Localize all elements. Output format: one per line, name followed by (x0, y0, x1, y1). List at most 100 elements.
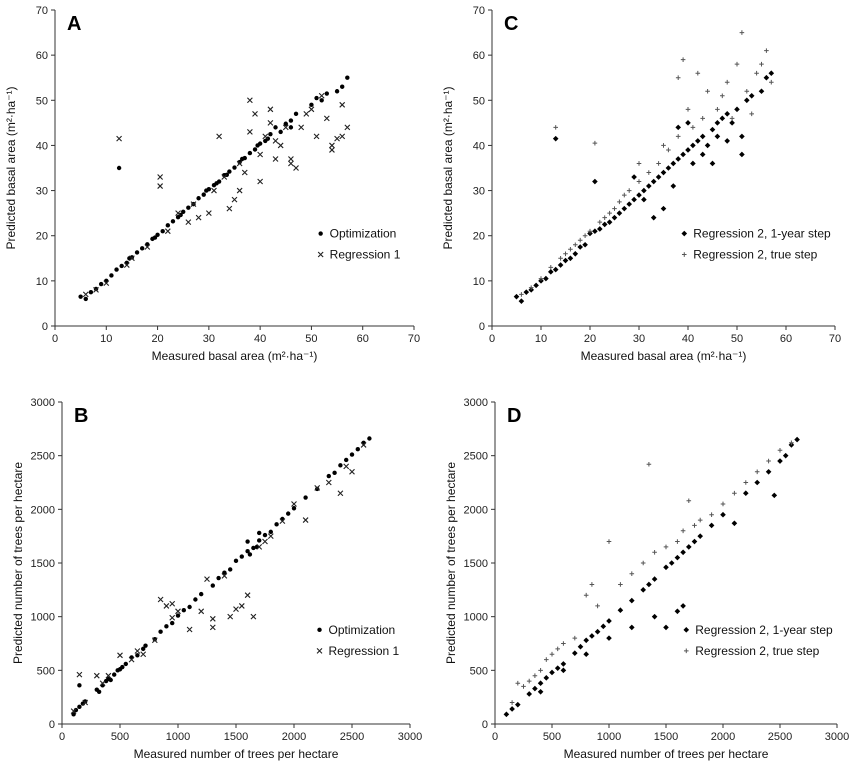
data-point (96, 689, 102, 694)
series-regression-2-true-step (519, 30, 774, 297)
legend-label: Regression 2, 1-year step (695, 623, 833, 637)
data-point (766, 458, 771, 464)
y-axis-title: Predicted number of trees per hectare (444, 462, 458, 664)
data-point (563, 251, 568, 257)
data-point (562, 257, 569, 264)
data-point (190, 201, 197, 208)
data-point (252, 147, 258, 152)
data-point (709, 512, 714, 517)
data-point (201, 192, 206, 197)
data-point (326, 473, 331, 479)
data-point (157, 183, 164, 189)
x-tick-label: 500 (543, 731, 561, 743)
y-tick-label: 3000 (31, 397, 55, 409)
data-point (612, 206, 617, 211)
y-tick-label: 2500 (31, 451, 55, 463)
data-point (93, 286, 99, 292)
data-point (247, 150, 253, 156)
data-point (543, 675, 550, 681)
data-point (279, 518, 286, 525)
legend-label: Regression 2, 1-year step (693, 227, 831, 241)
y-tick-label: 20 (36, 231, 48, 243)
data-point (272, 138, 279, 144)
data-point (748, 92, 755, 99)
data-point (700, 116, 705, 121)
data-point (665, 165, 672, 171)
series-optimization (78, 75, 350, 302)
data-point (549, 669, 555, 676)
data-point (216, 133, 223, 140)
data-point (558, 255, 563, 261)
data-point (715, 107, 720, 112)
data-point (720, 93, 725, 99)
data-point (606, 219, 613, 225)
data-point (572, 250, 579, 257)
data-point (668, 560, 675, 566)
data-point (515, 680, 521, 686)
data-point (690, 142, 696, 149)
data-point (660, 169, 667, 176)
data-point (187, 604, 192, 610)
data-point (759, 61, 764, 67)
x-tick-label: 60 (780, 333, 792, 345)
data-point (758, 88, 765, 95)
data-point (129, 255, 135, 262)
data-point (553, 125, 558, 130)
data-point (231, 196, 238, 203)
data-point (670, 183, 677, 189)
data-point (695, 138, 701, 144)
x-tick-label: 0 (52, 333, 58, 345)
data-point (175, 210, 181, 217)
data-point (680, 57, 686, 62)
data-point (291, 501, 297, 507)
data-point (109, 273, 114, 278)
data-point (646, 183, 652, 189)
data-point (777, 458, 783, 464)
data-point (641, 187, 647, 194)
legend-label: Regression 1 (330, 248, 401, 262)
data-point (256, 544, 263, 550)
data-point (196, 196, 201, 201)
data-point (651, 613, 658, 620)
data-point (116, 135, 122, 142)
data-point (257, 538, 262, 543)
data-point (661, 143, 666, 148)
data-point (199, 591, 204, 597)
data-point (561, 641, 566, 646)
data-point (794, 436, 800, 443)
legend-marker (681, 230, 688, 237)
data-point (152, 637, 157, 642)
data-point (582, 233, 588, 239)
data-point (631, 196, 637, 203)
data-point (123, 661, 128, 667)
data-point (210, 583, 215, 588)
data-point (680, 603, 686, 609)
data-point (685, 147, 691, 153)
data-point (241, 169, 248, 176)
data-point (77, 704, 82, 710)
data-point (112, 672, 117, 677)
data-point (739, 30, 745, 35)
data-point (204, 188, 209, 193)
chart-d-svg: 0 500 1000 1500 2000 2500 3000 0 500 1000 1500 2000… (444, 397, 849, 761)
data-point (515, 701, 521, 708)
data-point (204, 576, 210, 582)
data-point (135, 653, 140, 658)
chart-panel-d: 0 500 1000 1500 2000 2500 3000 0 500 1000 1500 2000… (430, 384, 860, 769)
y-tick-label: 60 (36, 50, 48, 62)
chart-b-svg: 0 500 1000 1500 2000 2500 3000 0 500 1000 1500 2000… (11, 397, 422, 761)
x-tick-label: 30 (203, 333, 215, 345)
data-point (714, 133, 721, 140)
data-point (233, 558, 239, 564)
data-point (782, 452, 789, 459)
data-point (533, 282, 539, 289)
data-point (636, 179, 642, 184)
data-point (323, 115, 330, 122)
data-point (114, 267, 119, 272)
data-point (288, 125, 294, 130)
data-point (163, 603, 170, 609)
data-point (646, 581, 652, 588)
data-point (233, 606, 239, 613)
data-point (709, 126, 716, 133)
data-point (288, 156, 294, 162)
